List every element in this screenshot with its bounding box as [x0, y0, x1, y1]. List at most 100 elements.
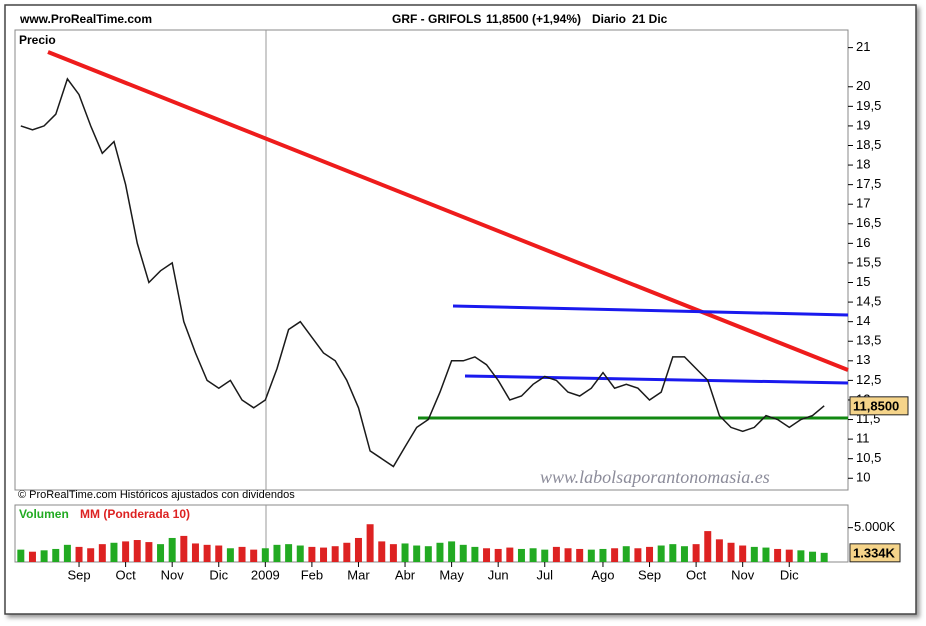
last-label: 1.334K: [853, 545, 896, 560]
volume-bar: [343, 542, 351, 562]
x-tick-label: Nov: [161, 567, 185, 582]
y-tick-label: 15: [856, 274, 870, 289]
y-tick-label: 16: [856, 235, 870, 250]
x-tick-label: Dic: [780, 567, 799, 582]
volume-bar: [40, 550, 48, 562]
period: Diario: [592, 12, 626, 26]
volume-bar: [774, 548, 782, 562]
volume-bar: [378, 541, 386, 562]
x-tick-label: Dic: [209, 567, 228, 582]
last-badge: [849, 543, 901, 563]
volume-bar: [471, 546, 479, 562]
volume-bar: [646, 546, 654, 562]
volume-bar: [203, 544, 211, 562]
volume-bar: [483, 548, 491, 562]
volume-bar: [657, 545, 665, 562]
volume-bar: [354, 537, 362, 562]
volume-bar: [436, 542, 444, 562]
y-tick-label: 5.000K: [854, 519, 896, 534]
last-label: 11,8500: [853, 398, 899, 413]
panel-title: Precio: [19, 33, 56, 47]
volume-bar: [273, 544, 281, 562]
volume-bar: [87, 548, 95, 562]
y-tick-label: 19,5: [856, 98, 881, 113]
x-tick-label: 2009: [251, 567, 280, 582]
x-tick-label: Abr: [395, 567, 416, 582]
last-price: 11,8500: [486, 12, 529, 26]
volume-bar: [191, 543, 199, 562]
price-line: [20, 77, 825, 468]
volume-bar: [692, 544, 700, 562]
volume-bar: [389, 544, 397, 562]
volume-bar: [413, 545, 421, 562]
y-tick-label: 15,5: [856, 254, 881, 269]
volume-bar: [704, 531, 712, 562]
y-tick-label: 16,5: [856, 215, 881, 230]
last-badge: [849, 396, 909, 416]
volume-bar: [564, 548, 572, 562]
volume-bar: [98, 544, 106, 562]
volume-bar: [820, 552, 828, 562]
x-tick-label: Sep: [638, 567, 661, 582]
y-tick-label: 18,5: [856, 137, 881, 152]
volume-bar: [17, 549, 25, 562]
volume-bar: [28, 551, 36, 562]
date: 21 Dic: [632, 12, 668, 26]
y-tick-label: 17,5: [856, 176, 881, 191]
x-tick-label: Oct: [115, 567, 136, 582]
volume-bar: [587, 549, 595, 562]
y-tick-label: 19: [856, 117, 870, 132]
volume-bar: [459, 544, 467, 562]
volume-bar: [157, 544, 165, 562]
volume-bar: [296, 545, 304, 562]
x-tick-label: Jul: [536, 567, 553, 582]
x-tick-label: Ago: [591, 567, 614, 582]
y-tick-label: 17: [856, 196, 870, 211]
copyright: © ProRealTime.com Históricos ajustados c…: [18, 489, 295, 501]
volume-bar: [320, 547, 328, 562]
volume-bar: [331, 546, 339, 562]
volume-bar: [611, 548, 619, 562]
marks: 1010,51111,51212,51313,51414,51515,51616…: [17, 39, 909, 582]
volume-bar: [576, 548, 584, 562]
volume-indicator: MM (Ponderada 10): [80, 507, 190, 521]
volume-bar: [599, 548, 607, 562]
y-tick-label: 10,5: [856, 450, 881, 465]
change: (+1,94%): [532, 12, 581, 26]
x-tick-label: Sep: [67, 567, 90, 582]
volume-bar: [727, 542, 735, 562]
volume-bar: [285, 544, 293, 562]
channel-line: [464, 374, 849, 385]
volume-bar: [762, 547, 770, 562]
ticker: GRF - GRIFOLS: [392, 12, 481, 26]
volume-bar: [494, 548, 502, 562]
x-tick-label: Nov: [731, 567, 755, 582]
volume-bar: [168, 537, 176, 562]
volume-bar: [809, 551, 817, 562]
volume-bar: [401, 543, 409, 562]
y-tick-label: 12,5: [856, 372, 881, 387]
volume-bar: [133, 540, 141, 562]
volume-bar: [622, 546, 630, 562]
channel-line: [452, 304, 849, 317]
trend-line: [47, 50, 849, 372]
volume-bar: [122, 541, 130, 562]
volume-bar: [739, 545, 747, 562]
y-tick-label: 14,5: [856, 294, 881, 309]
y-tick-label: 14: [856, 313, 870, 328]
y-tick-label: 10: [856, 470, 870, 485]
volume-bar: [226, 548, 234, 562]
volume-bar: [448, 541, 456, 562]
y-tick-label: 13: [856, 352, 870, 367]
volume-bar: [63, 544, 71, 562]
volume-bar: [366, 524, 374, 562]
x-tick-label: May: [439, 567, 464, 582]
volume-bar: [506, 547, 514, 562]
site: www.ProRealTime.com: [19, 12, 152, 26]
x-tick-label: Jun: [488, 567, 509, 582]
volume-bar: [250, 549, 258, 562]
volume-bar: [797, 550, 805, 562]
y-tick-label: 20: [856, 78, 870, 93]
volume-bar: [517, 548, 525, 562]
